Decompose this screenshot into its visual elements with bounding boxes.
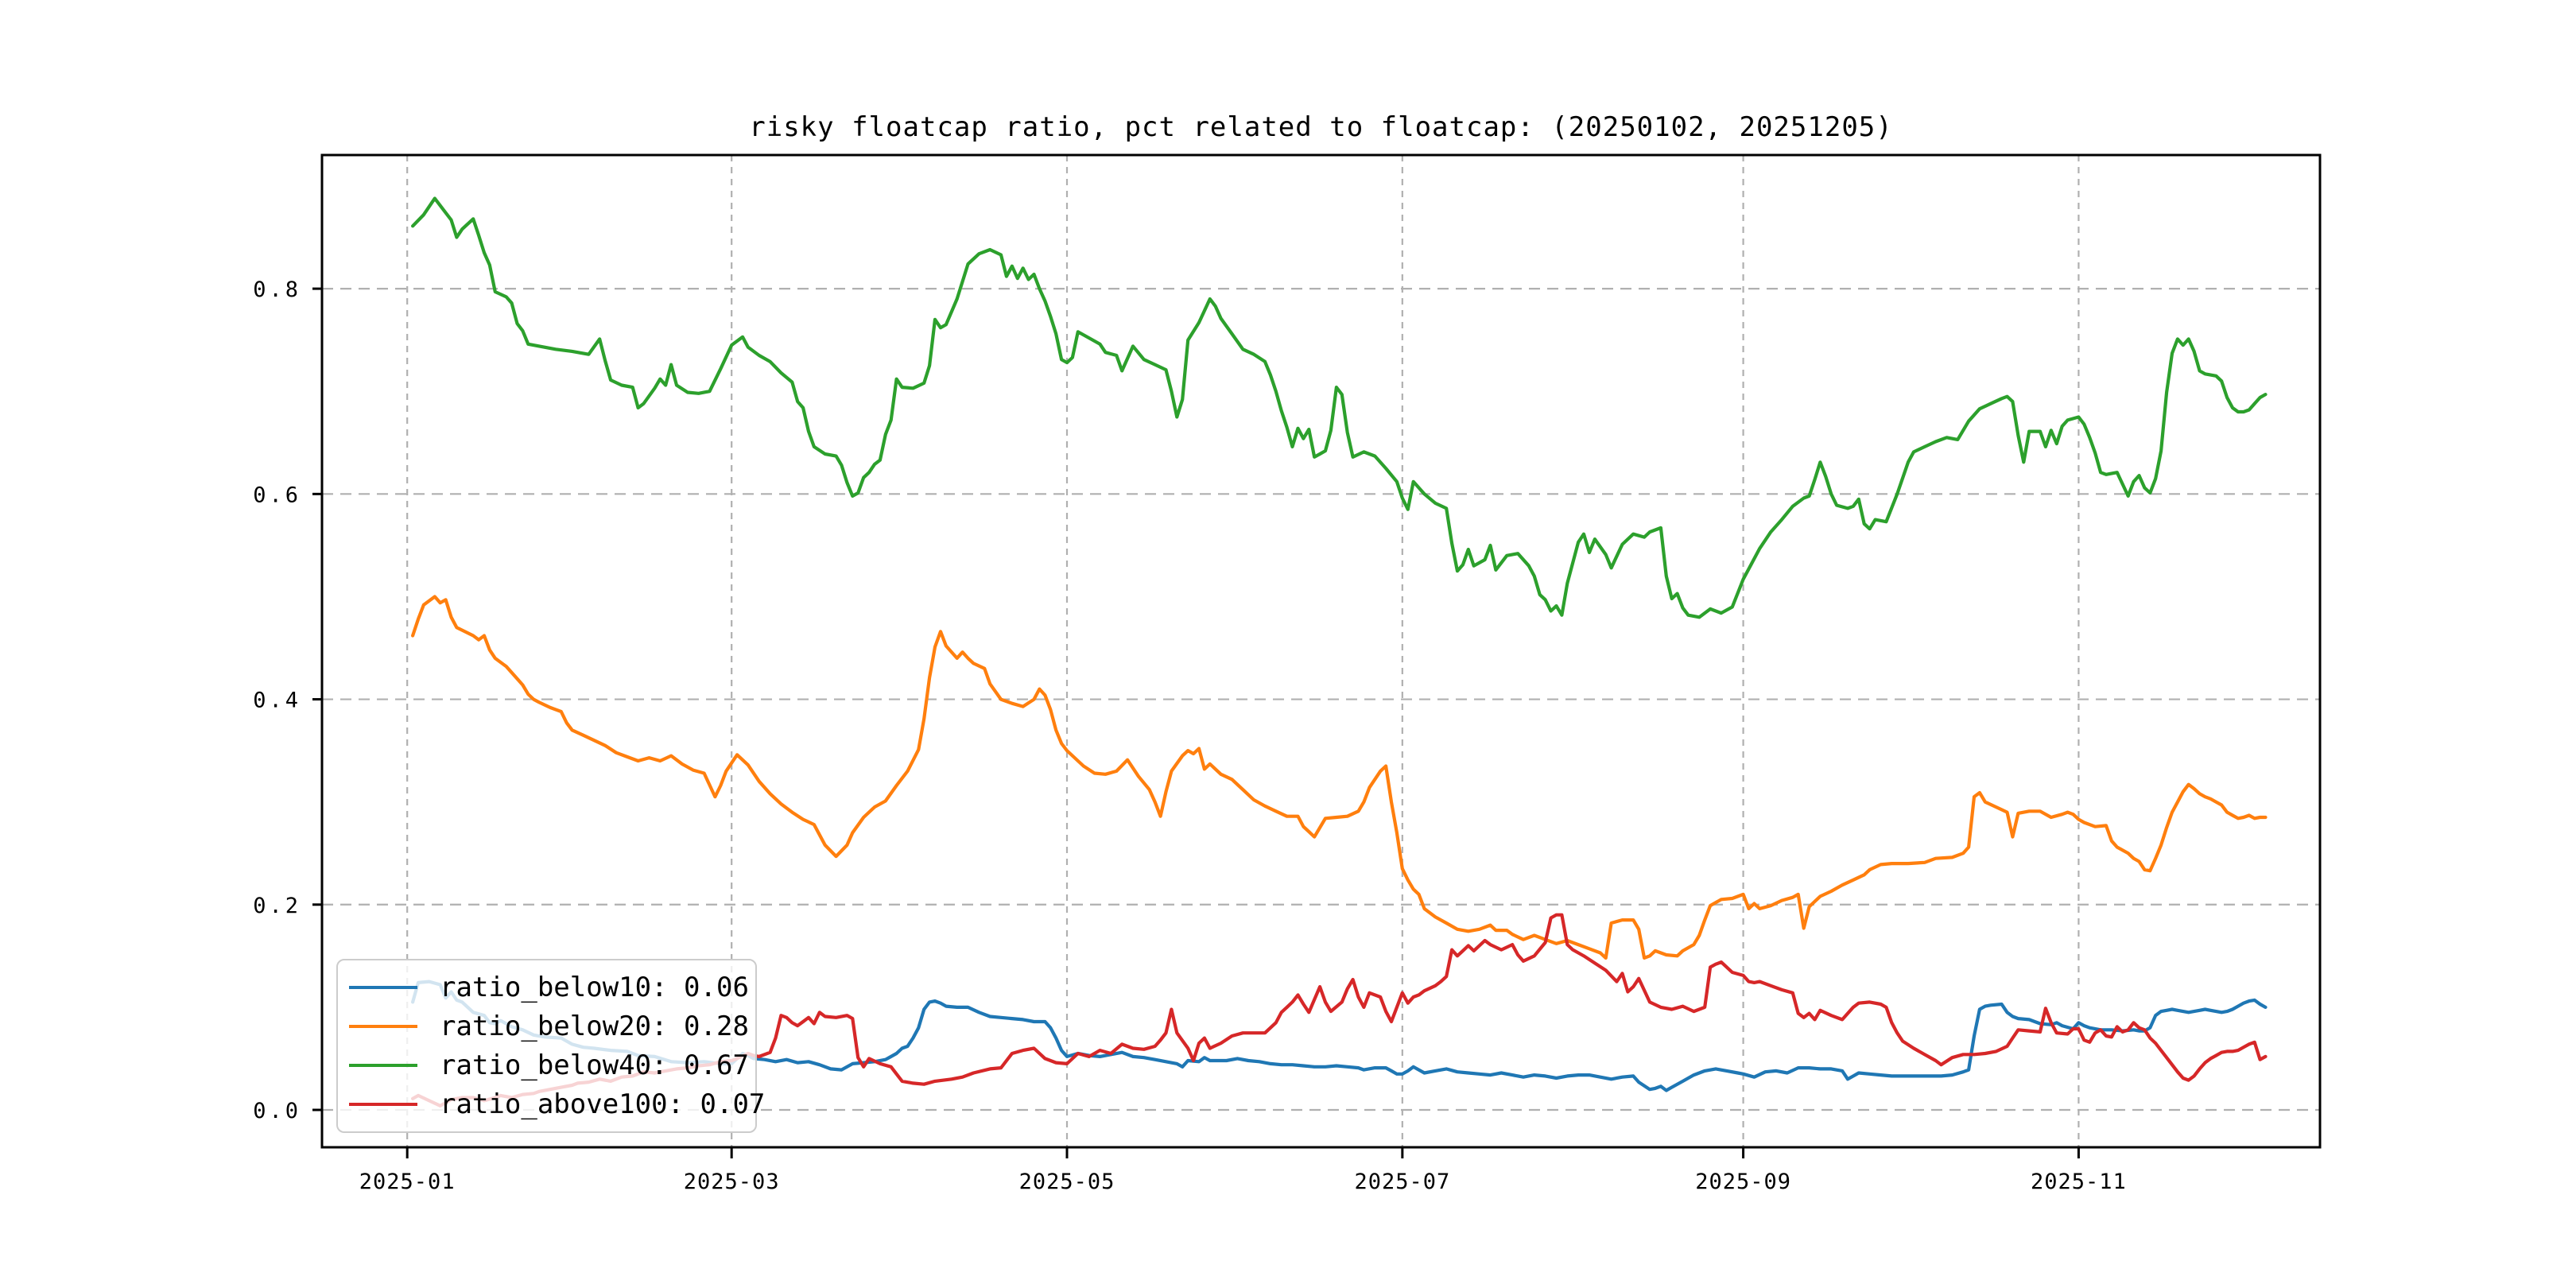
legend-item-ratio_below20: ratio_below20: 0.28 [349, 1007, 755, 1046]
y-tick-label: 0.2 [253, 894, 301, 918]
legend-item-ratio_below10: ratio_below10: 0.06 [349, 968, 755, 1007]
y-tick-label: 0.0 [253, 1099, 301, 1123]
legend-label: ratio_below20: 0.28 [440, 1011, 749, 1043]
legend-label: ratio_above100: 0.07 [440, 1088, 766, 1120]
y-tick-label: 0.8 [253, 277, 301, 302]
y-tick-label: 0.6 [253, 483, 301, 507]
x-tick-label: 2025-11 [2031, 1170, 2127, 1194]
y-tick-label: 0.4 [253, 689, 301, 713]
legend-swatch-ratio_below10 [349, 986, 417, 990]
axes-spines [320, 153, 2322, 1149]
x-tick-label: 2025-01 [359, 1170, 456, 1194]
legend-swatch-ratio_below40 [349, 1063, 417, 1067]
x-tick-label: 2025-09 [1695, 1170, 1791, 1194]
chart-title: risky floatcap ratio, pct related to flo… [749, 111, 1893, 143]
series-line-ratio_below40 [410, 196, 2268, 619]
legend-label: ratio_below10: 0.06 [440, 972, 749, 1004]
legend-label: ratio_below40: 0.67 [440, 1049, 749, 1081]
x-tick-label: 2025-05 [1019, 1170, 1115, 1194]
x-tick-label: 2025-03 [684, 1170, 780, 1194]
legend: ratio_below10: 0.06 ratio_below20: 0.28 ra… [336, 959, 765, 1133]
legend-swatch-ratio_above100 [349, 1102, 417, 1106]
legend-item-ratio_below40: ratio_below40: 0.67 [349, 1046, 755, 1084]
x-tick-label: 2025-07 [1354, 1170, 1450, 1194]
series-line-ratio_above100 [410, 913, 2268, 1108]
series-line-ratio_below20 [410, 595, 2268, 960]
legend-swatch-ratio_below20 [349, 1025, 417, 1029]
legend-item-ratio_above100: ratio_above100: 0.07 [349, 1085, 765, 1123]
